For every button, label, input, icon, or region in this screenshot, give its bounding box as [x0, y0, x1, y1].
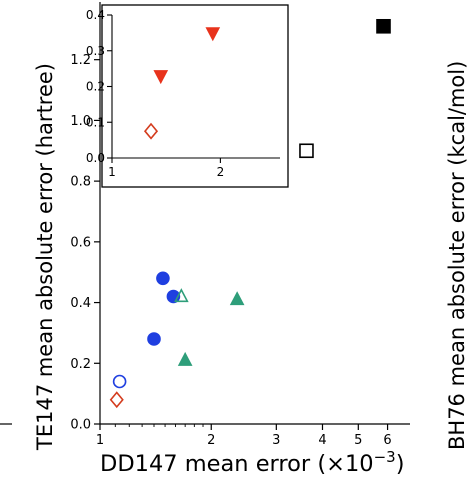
axis-labels: DD147 mean error (×10−3) TE147 mean abso…: [33, 61, 469, 477]
data-point: [174, 288, 189, 303]
x-tick-label: 6: [383, 433, 391, 448]
y-tick-label: 1.0: [70, 114, 91, 129]
x-tick-label: 5: [354, 433, 362, 448]
y-axis-label-right: BH76 mean absolute error (kcal/mol): [445, 61, 469, 450]
x-tick-label: 2: [207, 433, 215, 448]
data-point: [147, 332, 161, 346]
y-tick-label: 0.0: [70, 418, 91, 433]
y-tick-label: 0.2: [70, 357, 91, 372]
inset-data-point: [205, 27, 221, 42]
y-tick-label: 1.2: [70, 53, 91, 68]
inset-axes: 1 2 0.0 0.1 0.2 0.3 0.4: [86, 4, 289, 188]
y-axis-label: TE147 mean absolute error (hartree): [33, 63, 57, 451]
y-tick-label: 0.8: [70, 175, 91, 190]
inset-data-point: [143, 122, 159, 140]
main-axes: 1 2 3 4 5 6 0.0 0.2 0.4 0.6 0.8 1.0 1.2: [70, 2, 410, 448]
data-point: [156, 271, 170, 286]
data-point: [109, 391, 124, 409]
main-marks: [109, 18, 391, 409]
x-tick-label: 1: [96, 433, 104, 448]
data-point: [299, 143, 314, 159]
inset-frame: [101, 4, 289, 188]
y-tick-label: 0.4: [70, 296, 91, 311]
y-tick-label: 0.6: [70, 235, 91, 250]
data-point: [376, 18, 391, 34]
inset-y-tick-label: 0.4: [86, 8, 105, 22]
inset-marks: [143, 27, 221, 140]
x-axis-label-exponent: −3: [374, 448, 396, 466]
x-tick-label: 3: [272, 433, 280, 448]
data-point: [112, 374, 127, 389]
x-axis-label: DD147 mean error (×10−3): [100, 448, 405, 474]
inset-data-point: [153, 70, 169, 85]
inset-y-tick-label: 0.1: [86, 115, 105, 129]
data-point: [229, 291, 245, 306]
inset-y-tick-label: 0.0: [86, 151, 105, 165]
data-point: [177, 351, 193, 366]
inset-y-tick-label: 0.2: [86, 80, 105, 94]
x-tick-label: 4: [318, 433, 326, 448]
inset-x-tick-label: 1: [108, 165, 116, 179]
inset-x-tick-label: 2: [217, 165, 225, 179]
x-axis-label-close: ): [396, 451, 405, 474]
x-axis-label-text: DD147 mean error (×10: [100, 451, 374, 474]
inset-y-tick-label: 0.3: [86, 44, 105, 58]
